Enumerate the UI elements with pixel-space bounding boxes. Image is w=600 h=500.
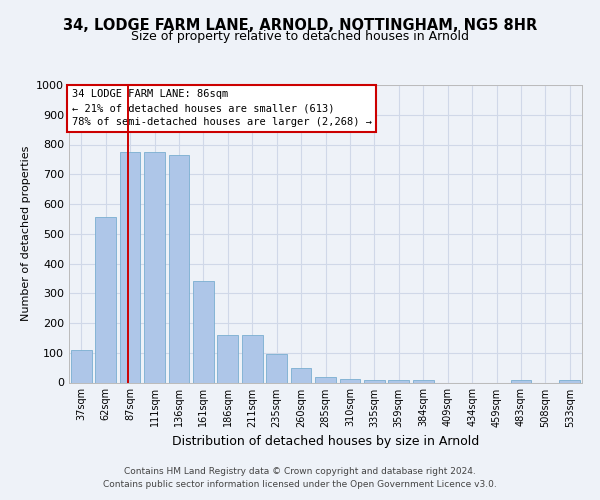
Bar xyxy=(290,368,311,382)
Bar xyxy=(193,282,214,382)
Bar xyxy=(413,380,434,382)
Bar xyxy=(217,335,238,382)
Y-axis label: Number of detached properties: Number of detached properties xyxy=(20,146,31,322)
Text: 34, LODGE FARM LANE, ARNOLD, NOTTINGHAM, NG5 8HR: 34, LODGE FARM LANE, ARNOLD, NOTTINGHAM,… xyxy=(63,18,537,32)
Bar xyxy=(364,380,385,382)
Bar xyxy=(119,152,140,382)
Bar xyxy=(266,354,287,382)
Bar xyxy=(315,377,336,382)
Bar xyxy=(340,378,361,382)
Bar xyxy=(388,380,409,382)
Bar xyxy=(242,335,263,382)
Bar xyxy=(71,350,92,382)
Bar xyxy=(95,218,116,382)
Bar xyxy=(169,155,190,382)
Bar xyxy=(511,380,532,382)
Bar xyxy=(559,380,580,382)
Text: 34 LODGE FARM LANE: 86sqm
← 21% of detached houses are smaller (613)
78% of semi: 34 LODGE FARM LANE: 86sqm ← 21% of detac… xyxy=(71,90,371,128)
Text: Size of property relative to detached houses in Arnold: Size of property relative to detached ho… xyxy=(131,30,469,43)
Text: Contains HM Land Registry data © Crown copyright and database right 2024.: Contains HM Land Registry data © Crown c… xyxy=(124,467,476,476)
Bar xyxy=(144,152,165,382)
X-axis label: Distribution of detached houses by size in Arnold: Distribution of detached houses by size … xyxy=(172,435,479,448)
Text: Contains public sector information licensed under the Open Government Licence v3: Contains public sector information licen… xyxy=(103,480,497,489)
